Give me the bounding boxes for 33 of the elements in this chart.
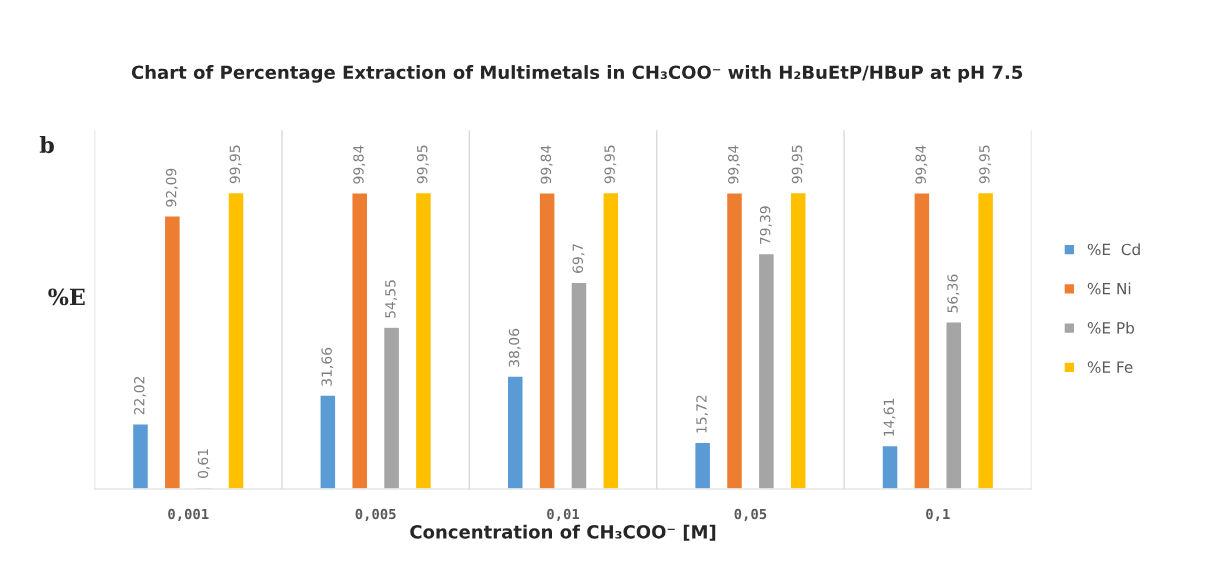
x-axis-title: Concentration of CH₃COO⁻ [M] — [410, 524, 716, 541]
data-label: 38,06 — [508, 328, 521, 367]
legend-label: %E Fe — [1087, 361, 1133, 373]
chart-title: Chart of Percentage Extraction of Multimetals in CH₃COO⁻ with H₂BuEtP/HBuP at pH 7.5 — [131, 65, 1023, 83]
legend-label: %E Pb — [1087, 321, 1135, 334]
data-label: 56,36 — [947, 274, 960, 313]
data-label: 99,84 — [540, 145, 553, 184]
data-label: 15,72 — [696, 395, 709, 433]
data-label: 99,95 — [791, 145, 804, 184]
x-tick-label: 0,005 — [355, 508, 396, 521]
data-label: 99,84 — [353, 145, 366, 184]
legend-label: %E Cd — [1087, 243, 1140, 256]
data-label: 99,84 — [728, 145, 740, 184]
y-axis-title: %E — [48, 288, 85, 306]
x-tick-label: 0,1 — [926, 508, 950, 521]
data-label: 99,95 — [416, 145, 429, 184]
x-tick-label: 0,01 — [547, 508, 580, 521]
legend-label: %E Ni — [1087, 282, 1131, 295]
data-label: 31,66 — [321, 347, 334, 386]
data-label: 22,02 — [133, 376, 146, 415]
data-label: 99,84 — [915, 145, 928, 184]
text: b — [39, 135, 54, 154]
data-label: 99,95 — [979, 145, 992, 184]
x-tick-label: 0,001 — [168, 508, 209, 521]
data-label: 14,61 — [883, 398, 896, 436]
data-label: 99,95 — [229, 145, 242, 184]
x-tick-label: 0,05 — [734, 508, 767, 521]
data-label: 92,09 — [165, 168, 178, 207]
data-label: 0,61 — [197, 449, 210, 478]
data-label: 99,95 — [604, 145, 617, 184]
data-label: 54,55 — [385, 280, 398, 318]
data-label: 69,7 — [572, 244, 585, 273]
data-label: 79,39 — [759, 206, 772, 244]
